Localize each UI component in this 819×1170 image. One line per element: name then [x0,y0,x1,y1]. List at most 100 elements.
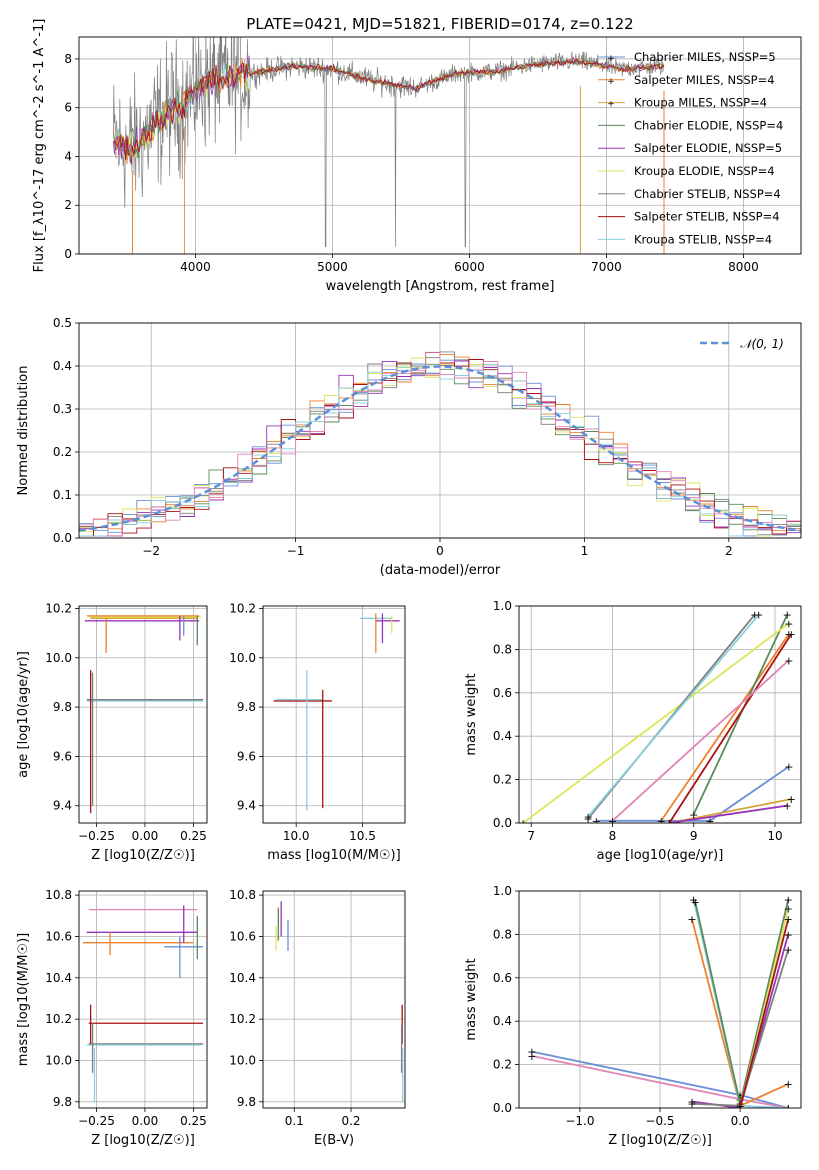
x-tick-label: 0.00 [132,829,159,843]
y-tick-label: 0.6 [493,686,512,700]
weight-point: + [527,1050,536,1063]
y-tick-label: 0.6 [493,971,512,985]
weight-point: + [784,761,793,774]
y-tick-label: 1.0 [493,884,512,898]
y-tick-label: 8 [64,52,72,66]
x-tick-label: 0.2 [341,1114,360,1128]
y-tick-label: 10.2 [229,601,256,615]
x-tick-label: 9 [690,829,698,843]
weight-point: + [783,609,792,622]
normal-curve [79,365,801,532]
histogram-step [79,363,801,537]
panel-spectrum: 4000 5000 6000 7000 8000 0 2 4 6 8 wavelength [Ang… [32,19,802,294]
legend-marker: + [607,100,615,110]
y-tick-label: 10.2 [45,601,72,615]
x-tick-label: 0.00 [132,1114,159,1128]
axes-frame [262,605,406,824]
x-tick-label: 0.25 [180,1114,207,1128]
weight-line [522,622,790,823]
weight-point: + [787,628,796,641]
weight-line [669,798,792,823]
x-tick-label: 2 [725,544,733,558]
legend-label: Chabrier STELIB, NSSP=4 [634,187,781,201]
weight-point: + [518,817,527,830]
y-tick-label: 0.2 [493,773,512,787]
plot-area [112,37,665,254]
y-tick-label: 9.6 [53,749,72,763]
legend-marker: + [607,77,615,87]
weight-line [692,614,789,815]
y-tick-label: 0.4 [493,729,512,743]
legend-label: Salpeter ELODIE, NSSP=5 [634,141,782,155]
legend-marker: + [607,54,615,64]
weight-line [739,918,790,1108]
y-axis-label: mass weight [464,958,479,1040]
y-tick-label: 0.2 [493,1058,512,1072]
panel-mass-vs-Z: −0.25 0.00 0.25 9.8 10.0 10.2 10.4 10.6 10.8 Z [l… [16,888,208,1148]
y-tick-label: 0.4 [53,359,72,373]
weight-point: + [527,1046,536,1059]
figure-title: PLATE=0421, MJD=51821, FIBERID=0174, z=0… [246,15,633,33]
y-tick-label: 0.0 [53,531,72,545]
weight-point: + [784,617,793,630]
y-tick-label: 0.4 [493,1014,512,1028]
weight-point: + [665,817,674,830]
y-tick-label: 0.0 [493,816,512,830]
spectrum-model-line [113,58,665,165]
weight-point: + [689,808,698,821]
y-tick-label: 9.8 [237,700,256,714]
x-axis-label: E(B-V) [314,1133,354,1148]
y-tick-label: 9.4 [53,799,72,813]
y-tick-label: 0.8 [493,927,512,941]
legend-label: Chabrier MILES, NSSP=5 [634,50,776,64]
y-axis-label: age [log10(age/yr)] [16,651,31,778]
axes-frame [78,322,802,539]
x-tick-label: 8 [609,829,617,843]
weight-point: + [784,902,793,915]
axes-frame [518,605,802,824]
weight-line [531,1050,789,1108]
weight-line [531,1055,789,1108]
y-tick-label: 10.6 [45,929,72,943]
y-tick-label: 0 [64,247,72,261]
y-tick-label: 9.8 [53,1095,72,1109]
x-tick-label: 0.0 [731,1114,750,1128]
x-tick-label: −2 [142,544,160,558]
legend-label: Salpeter STELIB, NSSP=4 [634,210,780,224]
weight-point: + [787,793,796,806]
y-tick-label: 10.4 [45,971,72,985]
weight-line [611,659,790,822]
y-axis-label: Flux [f_λ10^-17 erg cm^-2 s^-1 A^-1] [32,19,47,273]
x-axis-label: Z [log10(Z/Z☉)] [608,1133,712,1148]
plot-area: + ++++++++++++++++++++ [518,609,796,830]
x-tick-label: 0.25 [180,829,207,843]
legend-label: 𝒩(0, 1) [740,337,784,351]
weight-line [692,899,789,1108]
y-tick-label: 9.8 [53,700,72,714]
panel-weight-vs-age: 7 8 9 10 0.0 0.2 0.4 0.6 0.8 1.0 age [log10(age/yr… [464,599,802,863]
y-axis-label: mass weight [464,673,479,755]
weight-point: + [687,913,696,926]
weight-line [694,899,790,1104]
weight-point: + [705,815,714,828]
weight-line [587,614,760,818]
panel-age-vs-Z: −0.25 0.00 0.25 9.4 9.6 9.8 10.0 10.2 Z [log10(Z… [16,601,208,863]
weight-point: + [784,1102,793,1115]
y-tick-label: 0.8 [493,642,512,656]
weight-point: + [784,654,793,667]
y-tick-label: 6 [64,101,72,115]
x-axis-label: mass [log10(M/M☉)] [267,848,400,863]
weight-line [669,804,788,823]
histogram-step [79,351,801,537]
weight-point: + [784,628,793,641]
plot-area: +++++++++++ ++++++++++ ++++ [527,894,793,1115]
plot-area [82,905,204,1102]
y-tick-label: 0.2 [53,445,72,459]
panel-mass-vs-EBV: 0.1 0.2 9.8 10.0 10.2 10.4 10.6 10.8 E(B-V) [229,888,406,1148]
y-tick-label: 0.5 [53,316,72,330]
y-tick-label: 10.0 [229,651,256,665]
x-tick-label: −1.0 [565,1114,594,1128]
panel-residual-histogram: −2 −1 0 1 2 0.0 0.1 0.2 0.3 0.4 0.5 (data-model)/er… [16,316,802,578]
x-tick-label: −0.25 [78,829,115,843]
